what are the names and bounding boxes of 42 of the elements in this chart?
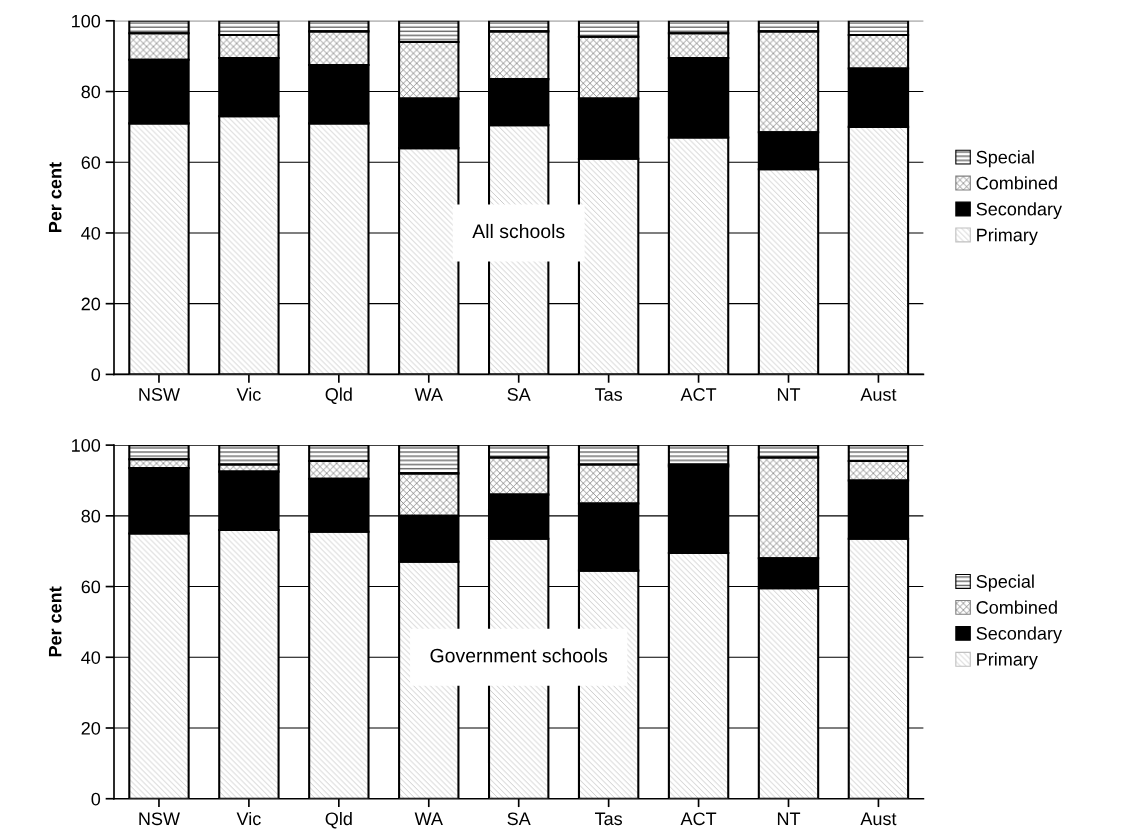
legend-label: Combined (976, 600, 1057, 614)
x-tick-label: WA (414, 812, 443, 825)
x-tick-label: NSW (139, 388, 180, 401)
x-tick-label: Qld (325, 387, 352, 405)
y-tick-label: 80 (81, 85, 101, 99)
y-tick-label: 100 (72, 439, 101, 452)
x-tick-label: Tas (595, 388, 623, 401)
legend-label: Special (976, 150, 1034, 168)
y-tick-label: 80 (81, 509, 101, 523)
legend-label: Combined (976, 176, 1057, 190)
y-tick-label: 100 (72, 14, 101, 28)
annotation: Government schools (430, 648, 608, 663)
x-tick-label: SA (507, 812, 531, 826)
x-tick-label: Vic (236, 387, 261, 401)
y-tick-label: 20 (81, 297, 101, 311)
legend-label: Special (976, 574, 1034, 592)
y-tick-label: 60 (81, 580, 101, 594)
y-tick-label: 0 (91, 792, 101, 806)
annotation: All schools (472, 223, 565, 239)
y-axis-title: Per cent (48, 586, 62, 657)
x-tick-label: Qld (325, 811, 352, 829)
x-tick-label: NT (777, 388, 801, 401)
x-tick-label: NSW (139, 812, 180, 826)
legend-label: Secondary (976, 626, 1062, 644)
x-tick-label: Vic (236, 811, 261, 826)
y-tick-label: 60 (81, 156, 101, 169)
y-axis-title: Per cent (48, 162, 62, 233)
y-tick-label: 40 (81, 226, 101, 240)
x-tick-label: WA (414, 388, 443, 401)
y-tick-label: 0 (91, 368, 101, 382)
x-tick-label: ACT (680, 812, 717, 826)
x-tick-label: Aust (860, 812, 897, 826)
legend-label: Secondary (976, 202, 1062, 220)
x-tick-label: Aust (860, 388, 897, 401)
x-tick-label: Tas (595, 812, 623, 826)
x-tick-label: NT (777, 812, 801, 825)
x-tick-label: SA (507, 388, 531, 401)
y-tick-label: 40 (81, 651, 101, 664)
y-tick-label: 20 (81, 721, 101, 735)
legend-label: Primary (977, 228, 1038, 245)
legend-label: Primary (977, 652, 1038, 670)
x-tick-label: ACT (680, 388, 717, 401)
